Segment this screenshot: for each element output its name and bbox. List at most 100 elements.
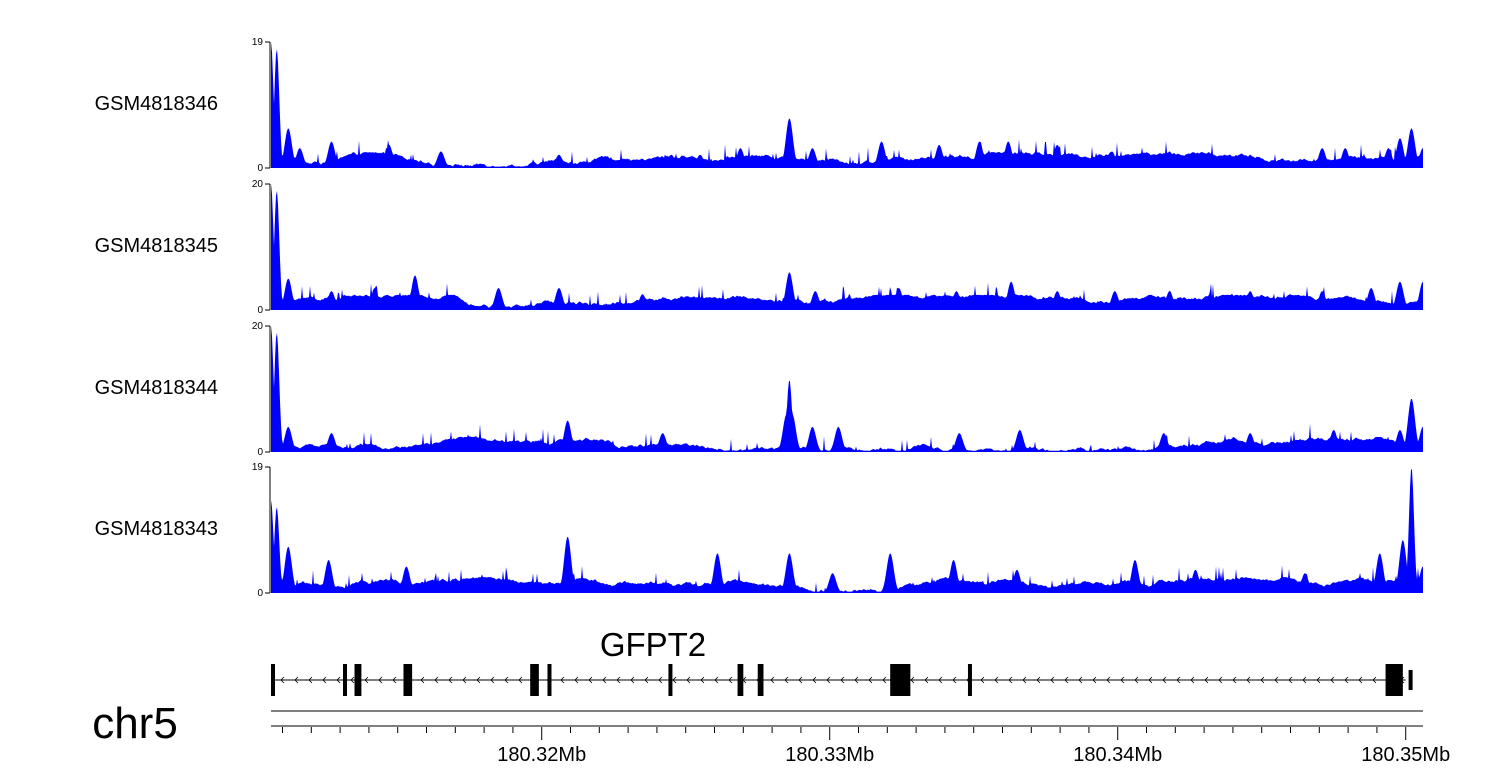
strand-arrow <box>728 676 733 684</box>
strand-arrow <box>1078 676 1083 684</box>
strand-arrow <box>1050 676 1055 684</box>
strand-arrow <box>1106 676 1111 684</box>
coverage-track: 20 0 GSM4818345 <box>95 179 1423 316</box>
coverage-area <box>271 326 1423 452</box>
gene-exon <box>890 664 911 696</box>
track-label: GSM4818344 <box>95 377 218 399</box>
gene-exon <box>967 664 972 696</box>
gene-exon <box>1385 664 1403 696</box>
strand-arrow <box>1372 676 1377 684</box>
strand-arrow <box>798 676 803 684</box>
strand-arrow <box>826 676 831 684</box>
coverage-track: 19 0 GSM4818346 <box>95 37 1423 174</box>
gene-exon <box>757 664 764 696</box>
y-min-label: 0 <box>257 305 263 316</box>
strand-arrow <box>868 676 873 684</box>
gene-exon <box>357 664 362 696</box>
x-tick-label: 180.33Mb <box>785 744 874 766</box>
strand-arrow <box>336 676 341 684</box>
coverage-area <box>271 469 1423 593</box>
coverage-area <box>271 184 1423 310</box>
gene-exon <box>271 664 275 696</box>
strand-arrow <box>784 676 789 684</box>
gene-track: GFPT2 <box>271 626 1413 696</box>
strand-arrow <box>700 676 705 684</box>
strand-arrow <box>812 676 817 684</box>
strand-arrow <box>476 676 481 684</box>
strand-arrow <box>1092 676 1097 684</box>
strand-arrow <box>686 676 691 684</box>
strand-arrow <box>910 676 915 684</box>
track-label: GSM4818343 <box>95 518 218 540</box>
x-tick-label: 180.34Mb <box>1073 744 1162 766</box>
coverage-track: 19 0 GSM4818343 <box>95 462 1423 599</box>
strand-arrow <box>840 676 845 684</box>
strand-arrow <box>854 676 859 684</box>
x-tick-label: 180.32Mb <box>497 744 586 766</box>
strand-arrow <box>1134 676 1139 684</box>
gene-exon <box>354 664 359 696</box>
genome-axis: chr5 180.32Mb 180.33Mb 180.34Mb 180.35Mb <box>92 699 1450 766</box>
strand-arrow <box>1330 676 1335 684</box>
y-min-label: 0 <box>257 588 263 599</box>
coverage-tracks: 19 0 GSM4818346 20 0 GSM4818345 20 0 GSM4818344 1… <box>95 37 1423 599</box>
strand-arrow <box>1260 676 1265 684</box>
strand-arrow <box>1120 676 1125 684</box>
strand-arrow <box>1022 676 1027 684</box>
gene-exon <box>343 664 347 696</box>
x-tick-label: 180.35Mb <box>1361 744 1450 766</box>
strand-arrow <box>1204 676 1209 684</box>
strand-arrow <box>1064 676 1069 684</box>
strand-arrow <box>644 676 649 684</box>
strand-arrow <box>1358 676 1363 684</box>
strand-arrow <box>1036 676 1041 684</box>
y-min-label: 0 <box>257 447 263 458</box>
strand-arrow <box>1218 676 1223 684</box>
y-max-label: 20 <box>252 321 264 332</box>
strand-arrow <box>714 676 719 684</box>
strand-arrow <box>294 676 299 684</box>
strand-arrow <box>1162 676 1167 684</box>
strand-arrow <box>1302 676 1307 684</box>
strand-arrow <box>1008 676 1013 684</box>
strand-arrow <box>322 676 327 684</box>
strand-arrow <box>308 676 313 684</box>
strand-arrow <box>1148 676 1153 684</box>
strand-arrow <box>1190 676 1195 684</box>
strand-arrow <box>1232 676 1237 684</box>
strand-arrow <box>364 676 369 684</box>
gene-exon <box>403 664 413 696</box>
gene-exon <box>547 664 552 696</box>
chromosome-label: chr5 <box>92 699 178 748</box>
strand-arrow <box>1274 676 1279 684</box>
strand-arrow <box>490 676 495 684</box>
strand-arrow <box>350 676 355 684</box>
strand-arrow <box>952 676 957 684</box>
strand-arrow <box>1316 676 1321 684</box>
strand-arrow <box>1344 676 1349 684</box>
strand-arrow <box>770 676 775 684</box>
strand-arrow <box>658 676 663 684</box>
strand-arrow <box>602 676 607 684</box>
coverage-area <box>271 42 1423 168</box>
strand-arrow <box>560 676 565 684</box>
y-max-label: 19 <box>252 37 264 48</box>
gene-label: GFPT2 <box>600 626 706 663</box>
track-label: GSM4818345 <box>95 235 218 257</box>
strand-arrow <box>1176 676 1181 684</box>
y-max-label: 20 <box>252 179 264 190</box>
strand-arrow <box>882 676 887 684</box>
y-max-label: 19 <box>252 462 264 473</box>
gene-exon <box>737 664 744 696</box>
gene-exon <box>1408 670 1413 690</box>
strand-arrow <box>980 676 985 684</box>
strand-arrow <box>588 676 593 684</box>
strand-arrow <box>630 676 635 684</box>
strand-arrow <box>616 676 621 684</box>
gene-exon <box>530 664 539 696</box>
coverage-track: 20 0 GSM4818344 <box>95 321 1423 458</box>
strand-arrow <box>392 676 397 684</box>
strand-arrow <box>1288 676 1293 684</box>
strand-arrow <box>434 676 439 684</box>
